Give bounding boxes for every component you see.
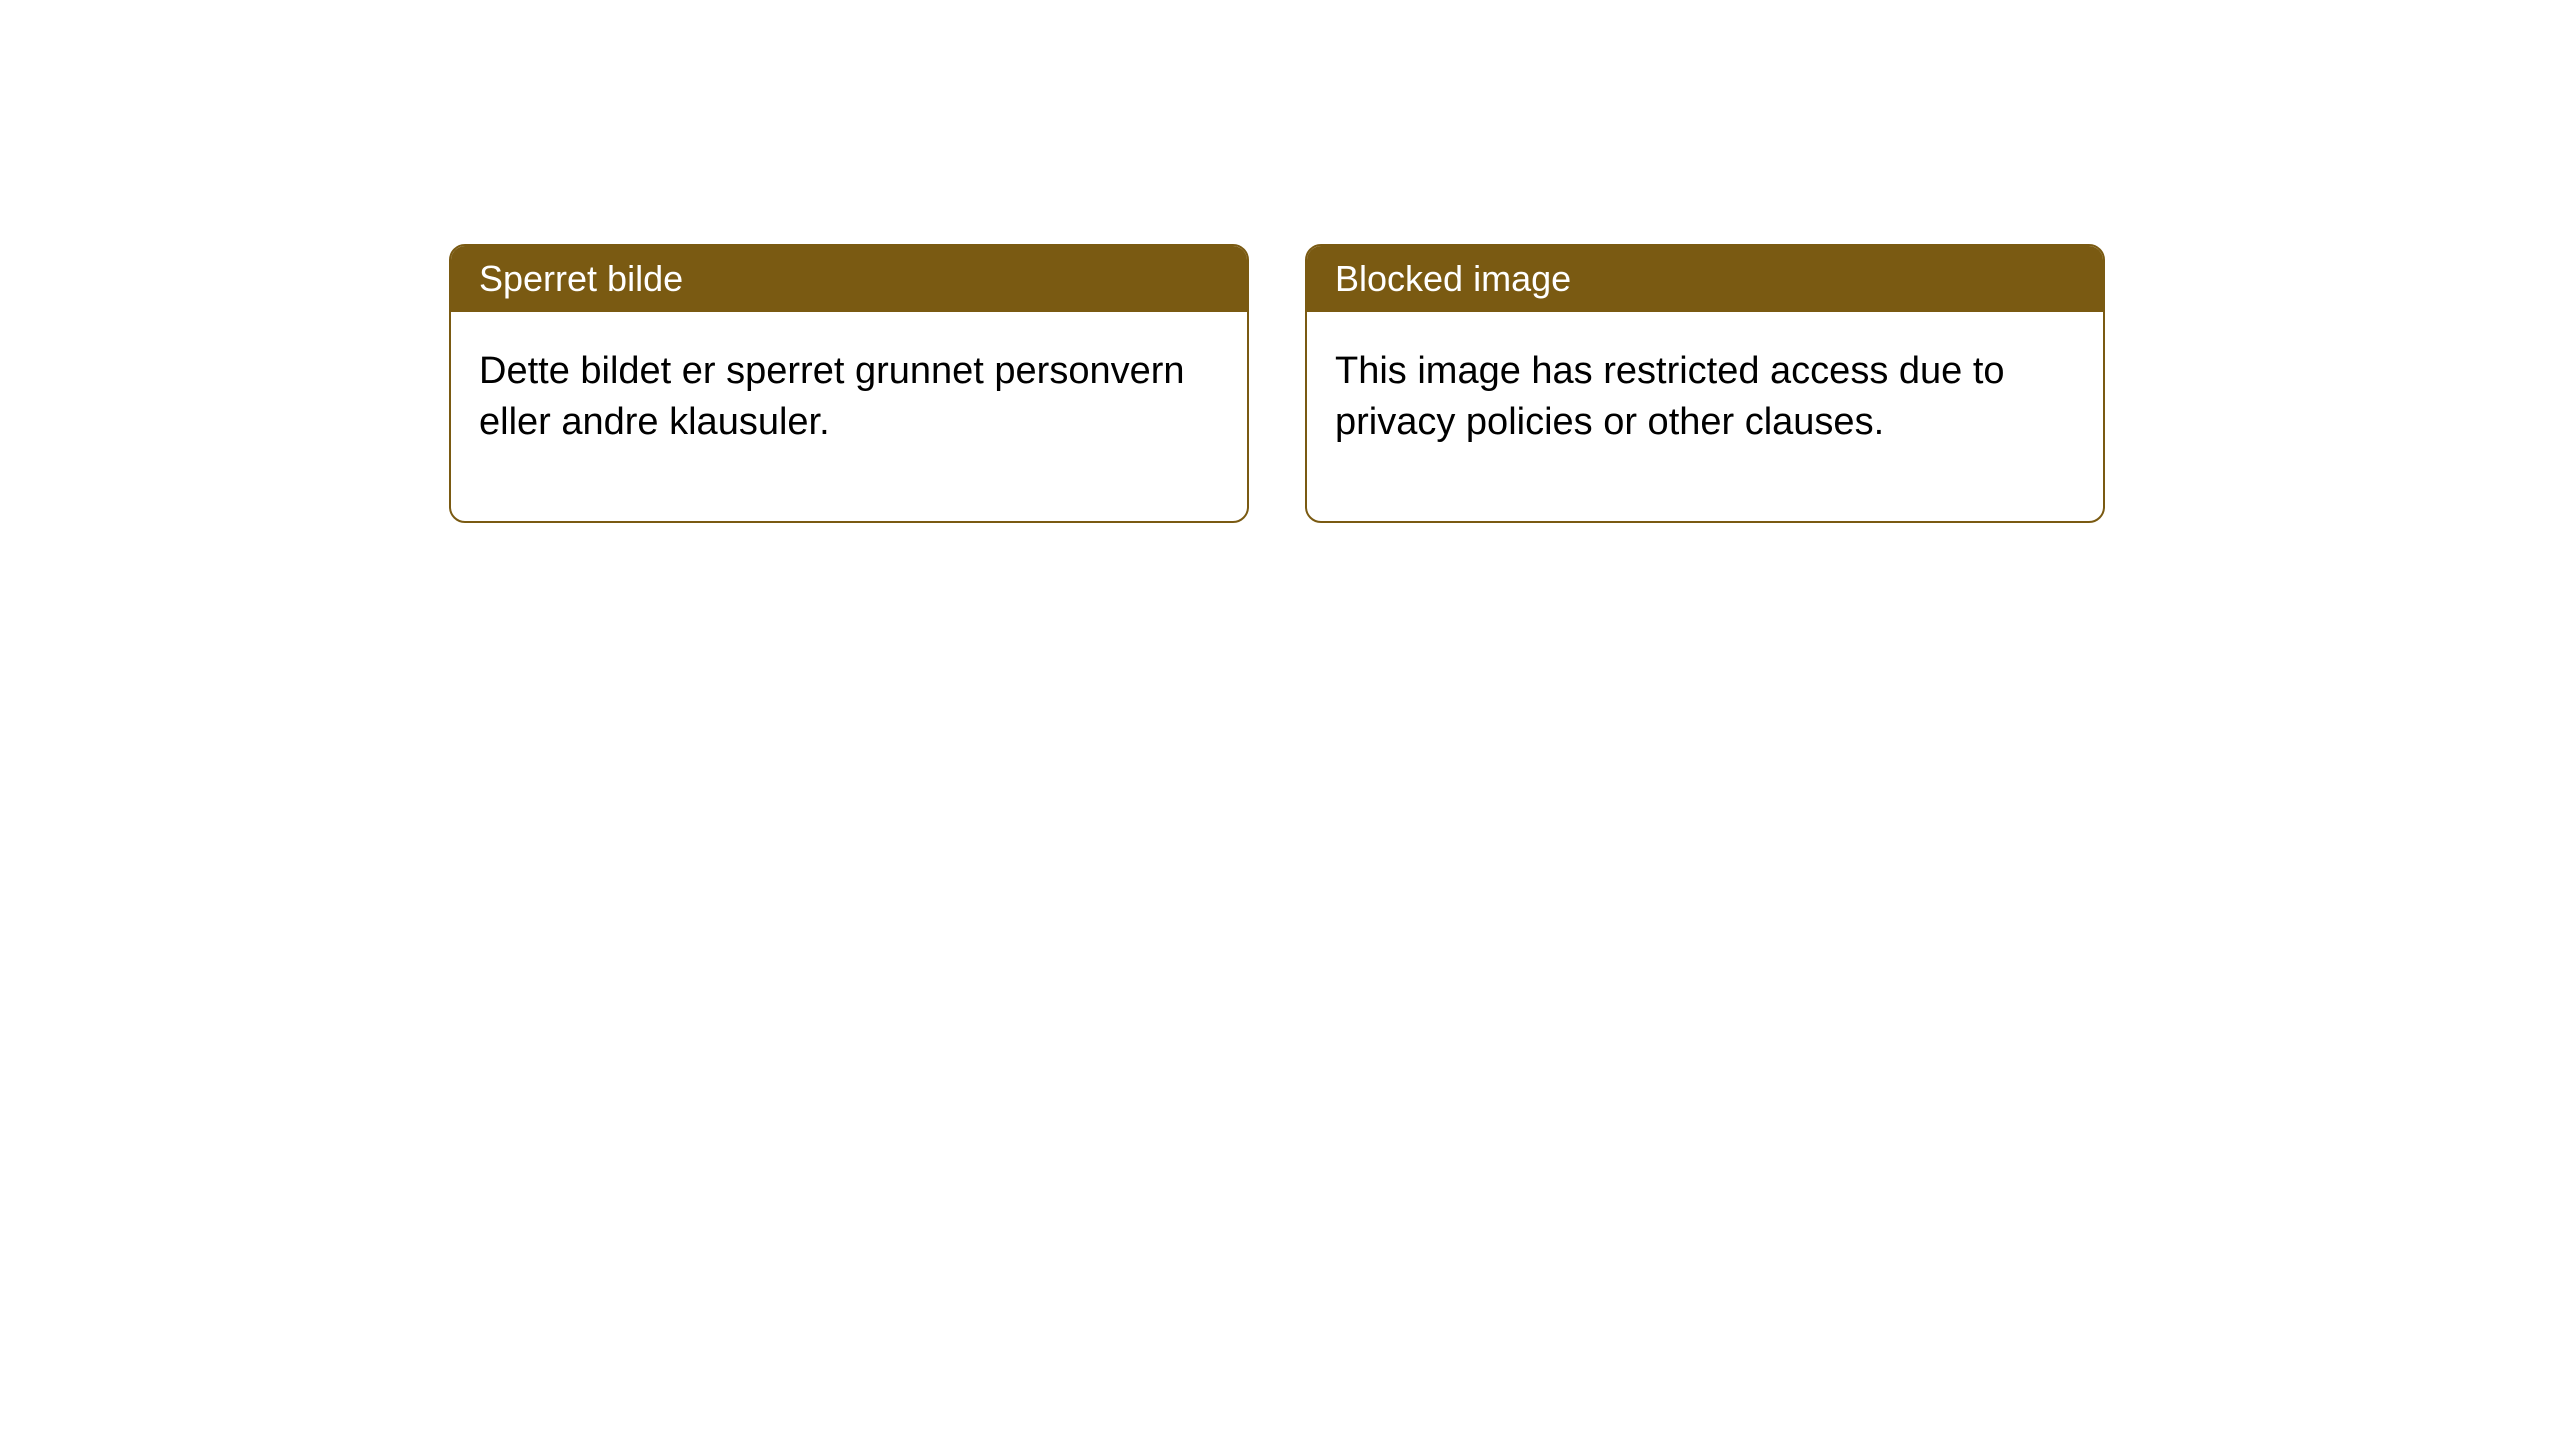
card-body-text: This image has restricted access due to … [1335,350,2005,443]
card-header: Blocked image [1307,246,2103,312]
card-container: Sperret bilde Dette bildet er sperret gr… [0,0,2560,523]
card-header: Sperret bilde [451,246,1247,312]
card-body: This image has restricted access due to … [1307,312,2103,521]
card-title: Blocked image [1335,258,1571,299]
blocked-image-card-en: Blocked image This image has restricted … [1305,244,2105,523]
card-body: Dette bildet er sperret grunnet personve… [451,312,1247,521]
card-body-text: Dette bildet er sperret grunnet personve… [479,350,1185,443]
blocked-image-card-no: Sperret bilde Dette bildet er sperret gr… [449,244,1249,523]
card-title: Sperret bilde [479,258,683,299]
